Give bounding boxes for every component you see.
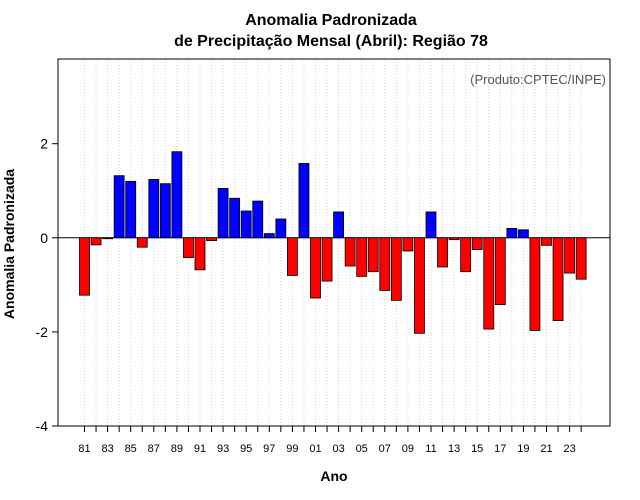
x-tick-label: 81	[78, 443, 90, 455]
bar-81	[79, 237, 90, 296]
bars	[79, 151, 587, 334]
bar-05	[356, 237, 368, 277]
bar-09	[402, 237, 414, 252]
bar-17	[494, 237, 506, 306]
bar-84	[113, 175, 125, 239]
bar-91	[194, 237, 206, 271]
x-tick-label: 99	[286, 443, 298, 455]
y-axis: -4 -2 0 2	[36, 136, 58, 434]
x-tick-label: 87	[148, 443, 160, 455]
x-tick-label: 23	[563, 443, 575, 455]
bar-83	[102, 237, 113, 240]
x-tick-label: 11	[425, 443, 436, 455]
bar-94	[229, 197, 241, 239]
x-tick-label: 19	[517, 443, 529, 455]
x-tick-label: 03	[332, 443, 344, 455]
grid-lines	[84, 59, 582, 426]
bar-93	[217, 187, 229, 239]
bar-00	[298, 163, 310, 239]
bar-15	[471, 237, 483, 250]
bar-92	[206, 237, 217, 242]
y-tick-label: -2	[36, 324, 49, 340]
plot-frame	[57, 58, 611, 427]
bar-89	[171, 151, 183, 239]
x-tick-label: 15	[471, 443, 483, 455]
bar-11	[425, 211, 437, 239]
x-tick-label: 21	[540, 443, 552, 455]
bar-86	[136, 237, 148, 248]
bar-21	[541, 237, 552, 246]
bar-01	[310, 237, 321, 299]
bar-08	[390, 237, 402, 301]
bar-90	[183, 237, 194, 258]
x-tick-label: 01	[309, 443, 321, 455]
x-tick-label: 05	[356, 443, 368, 455]
bar-03	[333, 211, 345, 239]
bar-96	[252, 200, 264, 239]
bar-02	[321, 237, 333, 282]
y-tick-label: -4	[36, 418, 49, 434]
bar-24	[575, 237, 587, 280]
bar-16	[483, 237, 495, 330]
bar-10	[414, 237, 425, 334]
bar-19	[518, 229, 529, 239]
x-tick-label: 97	[263, 443, 275, 455]
x-tick-label: 83	[101, 443, 113, 455]
x-tick-label: 91	[194, 443, 206, 455]
bar-07	[379, 237, 391, 291]
bar-06	[367, 237, 379, 273]
source-annotation: (Produto:CPTEC/INPE)	[470, 72, 606, 87]
x-tick-label: 93	[217, 443, 229, 455]
bar-12	[437, 237, 448, 268]
bar-23	[564, 237, 575, 274]
x-tick-label: 09	[402, 443, 414, 455]
chart-title-line1: Anomalia Padronizada	[245, 12, 417, 29]
chart-title-line2: de Precipitação Mensal (Abril): Região 7…	[174, 33, 488, 50]
x-tick-label: 89	[171, 443, 183, 455]
x-axis-label: Ano	[320, 468, 347, 484]
y-tick-label: 0	[40, 230, 48, 246]
bar-87	[148, 179, 160, 239]
bar-04	[344, 237, 356, 267]
bar-95	[240, 210, 252, 239]
bar-99	[286, 237, 298, 276]
bar-14	[460, 237, 472, 273]
y-tick-label: 2	[40, 136, 48, 152]
x-axis: 81 83 85 87 89 91 93 95 97 99 01 03 05 07 09 11 13 15 17 19…	[78, 426, 582, 455]
x-tick-label: 13	[448, 443, 460, 455]
bar-97	[263, 233, 275, 239]
bar-22	[552, 237, 564, 322]
bar-18	[506, 227, 518, 239]
bar-98	[275, 218, 287, 239]
bar-88	[159, 183, 171, 239]
bar-85	[125, 180, 137, 239]
y-axis-label: Anomalia Padronizada	[1, 169, 17, 319]
x-tick-label: 17	[494, 443, 506, 455]
x-tick-label: 95	[240, 443, 252, 455]
bar-20	[529, 237, 541, 331]
x-tick-label: 07	[379, 443, 391, 455]
bar-82	[90, 237, 102, 246]
x-tick-label: 85	[125, 443, 137, 455]
bar-13	[448, 237, 460, 241]
